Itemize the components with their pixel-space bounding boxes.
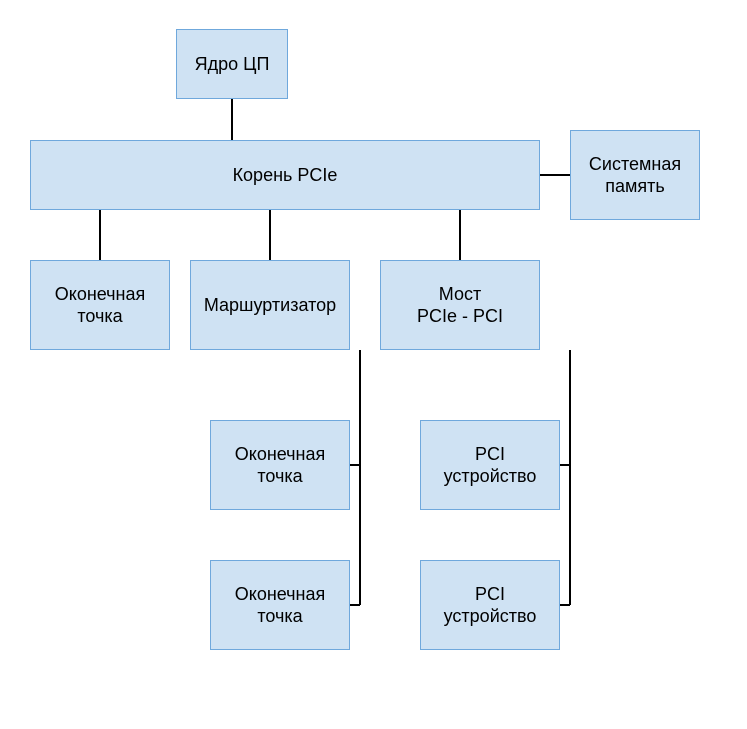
edges-layer (0, 0, 747, 729)
node-pcie-root: Корень PCIe (30, 140, 540, 210)
node-pci-device-2: PCI устройство (420, 560, 560, 650)
node-endpoint-0: Оконечная точка (30, 260, 170, 350)
node-cpu-core: Ядро ЦП (176, 29, 288, 99)
node-endpoint-1: Оконечная точка (210, 420, 350, 510)
diagram-canvas: { "diagram": { "type": "tree", "canvas":… (0, 0, 747, 729)
node-router: Маршуртизатор (190, 260, 350, 350)
node-system-memory: Системная память (570, 130, 700, 220)
node-pcie-pci-bridge: Мост PCIe - PCI (380, 260, 540, 350)
node-endpoint-2: Оконечная точка (210, 560, 350, 650)
node-pci-device-1: PCI устройство (420, 420, 560, 510)
